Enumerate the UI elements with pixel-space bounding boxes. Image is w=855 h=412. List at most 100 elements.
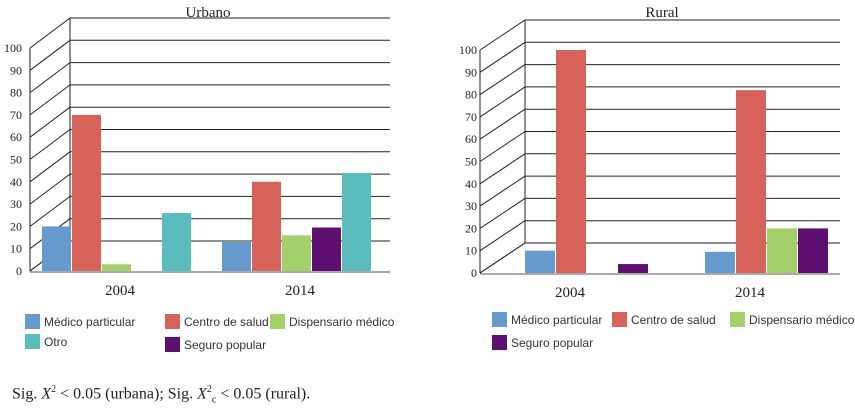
y-tick-label: 70 bbox=[10, 108, 22, 122]
legend-swatch-medico bbox=[25, 314, 40, 329]
legend-swatch-dispensario bbox=[270, 314, 285, 329]
y-tick-label: 20 bbox=[10, 219, 22, 233]
gridline-diagonal bbox=[479, 131, 526, 162]
x-category-label: 2004 bbox=[105, 283, 136, 299]
bar-dispensario-2014 bbox=[282, 235, 311, 271]
legend-label-otro: Otro bbox=[44, 334, 68, 349]
gridline-diagonal bbox=[29, 62, 71, 93]
legend-urbano: Médico particular Centro de salud Dispen… bbox=[0, 308, 420, 358]
gridline-diagonal bbox=[29, 106, 71, 138]
caption-mid2: < 0.05 (rural). bbox=[216, 385, 311, 403]
bar-seguro-2004 bbox=[618, 264, 648, 273]
y-tick-label: 90 bbox=[10, 63, 22, 77]
caption-sup1: 2 bbox=[51, 384, 57, 395]
y-tick-label: 40 bbox=[465, 177, 477, 191]
chart-rural-plot: Rural 0 10 20 30 40 50 60 70 80 90 100 2004 2014 bbox=[459, 5, 840, 301]
legend-label-centro: Centro de salud bbox=[631, 312, 716, 327]
caption-var2: X bbox=[197, 385, 207, 403]
y-tick-label: 20 bbox=[465, 221, 477, 235]
legend-item-centro: Centro de salud bbox=[165, 314, 269, 329]
chart-urbano: Urbano 0 10 20 30 40 50 60 70 80 90 100 2004 2014 Méd… bbox=[0, 0, 420, 360]
caption-sub2: c bbox=[211, 394, 217, 406]
legend-item-seguro: Seguro popular bbox=[165, 337, 266, 352]
gridline-diagonal bbox=[29, 151, 71, 183]
gridline-diagonal bbox=[479, 175, 526, 207]
gridline-diagonal bbox=[479, 242, 526, 274]
gridline-diagonal bbox=[479, 19, 526, 51]
y-tick-label: 40 bbox=[10, 175, 22, 189]
bar-medico-2014 bbox=[222, 242, 251, 271]
gridline-diagonal bbox=[479, 197, 526, 229]
legend-label-dispensario: Dispensario médico bbox=[289, 314, 395, 329]
y-tick-label: 90 bbox=[465, 65, 477, 79]
y-tick-label: 70 bbox=[465, 110, 477, 124]
y-tick-label: 80 bbox=[465, 88, 477, 102]
gridline-diagonal bbox=[29, 173, 71, 205]
caption-mid1: < 0.05 (urbana); Sig. bbox=[56, 385, 198, 403]
bar-dispensario-2014 bbox=[767, 228, 797, 273]
x-category-label: 2014 bbox=[735, 285, 766, 301]
legend-label-dispensario: Dispensario médico bbox=[749, 312, 855, 327]
bar-medico-2004 bbox=[525, 250, 555, 273]
legend-item-dispensario: Dispensario médico bbox=[730, 312, 854, 327]
legend-item-medico: Médico particular bbox=[25, 314, 135, 329]
legend-item-centro: Centro de salud bbox=[612, 312, 716, 327]
y-tick-label: 60 bbox=[465, 132, 477, 146]
legend-label-centro: Centro de salud bbox=[184, 314, 269, 329]
bar-dispensario-2004 bbox=[102, 264, 131, 271]
legend-swatch-centro bbox=[612, 312, 627, 327]
bar-seguro-2014 bbox=[798, 228, 828, 273]
chart-urbano-plot: Urbano 0 10 20 30 40 50 60 70 80 90 100 2004 2014 bbox=[4, 5, 390, 299]
y-tick-label: 0 bbox=[16, 264, 22, 278]
legend-label-medico: Médico particular bbox=[44, 314, 136, 329]
y-tick-label: 30 bbox=[465, 199, 477, 213]
x-category-label: 2014 bbox=[285, 283, 316, 299]
gridline-diagonal bbox=[29, 129, 71, 160]
gridline-diagonal bbox=[479, 41, 526, 73]
y-tick-label: 10 bbox=[465, 244, 477, 258]
y-tick-label: 100 bbox=[4, 41, 22, 55]
legend-swatch-dispensario bbox=[730, 312, 745, 327]
bar-otro-2014 bbox=[342, 172, 371, 271]
bar-medico-2004 bbox=[42, 226, 71, 271]
gridline-diagonal bbox=[479, 108, 526, 140]
legend-swatch-centro bbox=[165, 314, 180, 329]
bar-medico-2014 bbox=[705, 251, 735, 273]
bar-otro-2004 bbox=[162, 213, 191, 271]
gridline-diagonal bbox=[479, 153, 526, 185]
y-tick-label: 30 bbox=[10, 197, 22, 211]
legend-rural: Médico particular Centro de salud Dispen… bbox=[440, 308, 855, 358]
caption-sup2: 2 bbox=[206, 384, 212, 395]
legend-swatch-seguro bbox=[492, 335, 507, 350]
gridline-diagonal bbox=[479, 64, 526, 96]
gridline-diagonal bbox=[29, 39, 71, 71]
y-tick-label: 0 bbox=[471, 266, 477, 280]
legend-swatch-medico bbox=[492, 312, 507, 327]
y-tick-label: 100 bbox=[459, 43, 477, 57]
y-tick-label: 50 bbox=[10, 153, 22, 167]
legend-label-seguro: Seguro popular bbox=[184, 337, 267, 352]
legend-label-seguro: Seguro popular bbox=[511, 335, 594, 350]
gridline-diagonal bbox=[479, 86, 526, 118]
legend-label-medico: Médico particular bbox=[511, 312, 603, 327]
y-tick-label: 10 bbox=[10, 242, 22, 256]
bar-centro-2004 bbox=[72, 114, 101, 272]
chart-title: Rural bbox=[645, 5, 678, 21]
bar-centro-2014 bbox=[252, 181, 281, 271]
bar-seguro-2014 bbox=[312, 227, 341, 271]
legend-item-seguro: Seguro popular bbox=[492, 335, 593, 350]
chart-title: Urbano bbox=[186, 5, 231, 21]
legend-item-dispensario: Dispensario médico bbox=[270, 314, 394, 329]
y-tick-label: 80 bbox=[10, 86, 22, 100]
legend-item-medico: Médico particular bbox=[492, 312, 602, 327]
bar-centro-2014 bbox=[736, 90, 766, 273]
legend-swatch-seguro bbox=[165, 337, 180, 352]
gridline-diagonal bbox=[29, 17, 71, 49]
gridline-diagonal bbox=[479, 220, 526, 252]
gridline-diagonal bbox=[29, 84, 71, 116]
gridline-diagonal bbox=[29, 195, 71, 227]
significance-caption: Sig. X2 < 0.05 (urbana); Sig. X2c < 0.05… bbox=[12, 384, 310, 406]
legend-item-otro: Otro bbox=[25, 334, 67, 349]
x-category-label: 2004 bbox=[555, 285, 586, 301]
caption-prefix: Sig. bbox=[12, 385, 42, 403]
